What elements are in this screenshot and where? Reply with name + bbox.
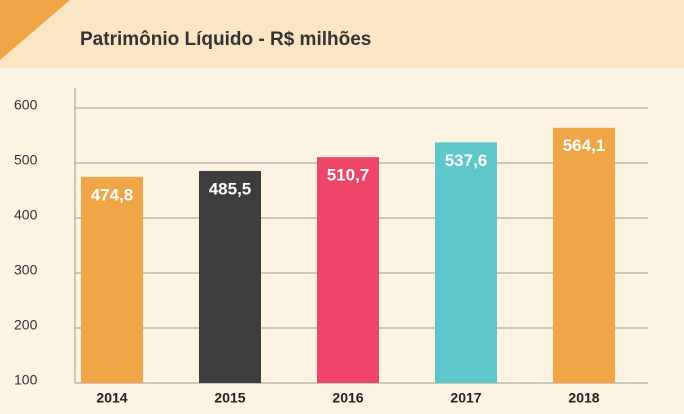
x-tick-label: 2016: [332, 390, 363, 406]
value-label: 564,1: [563, 136, 606, 155]
y-tick-label: 600: [14, 97, 38, 113]
x-tick-label: 2015: [214, 390, 245, 406]
y-tick-label: 300: [14, 262, 38, 278]
value-label: 474,8: [91, 185, 134, 204]
bar: [553, 127, 615, 384]
y-tick-label: 100: [14, 372, 38, 388]
y-tick-label: 400: [14, 207, 38, 223]
bar: [435, 142, 497, 383]
bar: [81, 176, 143, 383]
y-tick-label: 200: [14, 317, 38, 333]
x-tick-label: 2018: [568, 390, 599, 406]
header-band: [0, 0, 684, 68]
bar: [199, 170, 261, 383]
bar: [317, 157, 379, 383]
header-corner: [0, 0, 70, 60]
x-tick-label: 2014: [96, 390, 127, 406]
value-label: 537,6: [445, 151, 488, 170]
value-label: 510,7: [327, 166, 370, 185]
x-tick-label: 2017: [450, 390, 481, 406]
chart-title: Patrimônio Líquido - R$ milhões: [80, 29, 371, 50]
value-label: 485,5: [209, 179, 252, 198]
y-tick-label: 500: [14, 152, 38, 168]
